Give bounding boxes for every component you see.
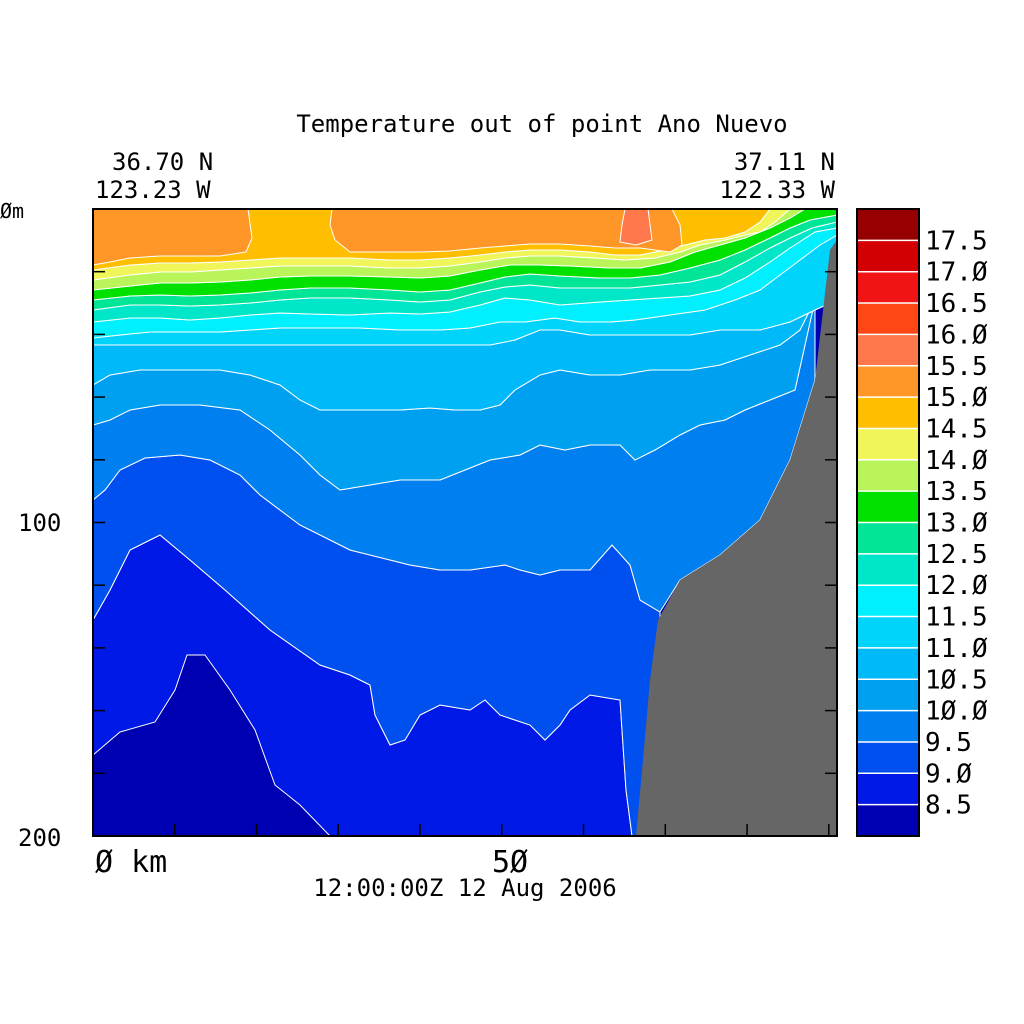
- colorbar-swatch: [857, 303, 919, 335]
- y-tick-label-mid: 100: [18, 509, 61, 537]
- colorbar-swatch: [857, 459, 919, 492]
- colorbar-swatch: [857, 679, 919, 711]
- colorbar-label: 11.5: [925, 603, 988, 633]
- left-latitude: 36.70 N: [112, 148, 213, 176]
- colorbar-label: 12.Ø: [925, 571, 988, 601]
- colorbar-label: 15.Ø: [925, 383, 988, 413]
- colorbar-swatch: [857, 616, 919, 648]
- colorbar-label: 9.5: [925, 728, 972, 758]
- colorbar-swatch: [857, 773, 919, 805]
- land-mask: [636, 209, 837, 836]
- y-tick-label-top: Øm: [0, 199, 24, 223]
- colorbar-label: 13.Ø: [925, 509, 988, 539]
- colorbar-swatch: [857, 240, 919, 272]
- colorbar-label: 12.5: [925, 540, 988, 570]
- colorbar-swatch: [857, 334, 919, 366]
- colorbar: 8.59.Ø9.51Ø.Ø1Ø.511.Ø11.512.Ø12.513.Ø13.…: [856, 208, 988, 837]
- colorbar-label: 17.Ø: [925, 258, 988, 288]
- colorbar-label: 8.5: [925, 791, 972, 821]
- colorbar-swatch: [857, 209, 919, 241]
- colorbar-swatch: [857, 647, 919, 680]
- colorbar-label: 16.Ø: [925, 320, 988, 350]
- colorbar-swatch: [857, 428, 919, 460]
- colorbar-swatch: [857, 397, 919, 429]
- colorbar-label: 1Ø.5: [925, 665, 988, 695]
- colorbar-label: 1Ø.Ø: [925, 697, 988, 727]
- colorbar-swatch: [857, 522, 919, 554]
- colorbar-swatch: [857, 553, 919, 586]
- colorbar-label: 14.Ø: [925, 446, 988, 476]
- colorbar-label: 16.5: [925, 289, 988, 319]
- left-longitude: 123.23 W: [95, 176, 211, 204]
- colorbar-swatch: [857, 271, 919, 304]
- colorbar-label: 17.5: [925, 226, 988, 256]
- colorbar-swatch: [857, 585, 919, 617]
- y-tick-label-bottom: 200: [18, 824, 61, 852]
- band-15-5b: [329, 209, 683, 253]
- colorbar-swatch: [857, 804, 919, 836]
- colorbar-swatch: [857, 491, 919, 523]
- colorbar-label: 9.Ø: [925, 759, 972, 789]
- band-15-5a: [93, 209, 253, 266]
- colorbar-label: 11.Ø: [925, 634, 988, 664]
- colorbar-swatch: [857, 365, 919, 398]
- contour-plot-area: [93, 209, 837, 836]
- colorbar-label: 15.5: [925, 352, 988, 382]
- chart-title: Temperature out of point Ano Nuevo: [296, 110, 787, 138]
- colorbar-swatch: [857, 710, 919, 742]
- x-tick-label-50: 5Ø: [492, 845, 528, 880]
- right-latitude: 37.11 N: [734, 148, 835, 176]
- right-longitude: 122.33 W: [719, 176, 835, 204]
- colorbar-frame: [856, 208, 920, 837]
- axis-ticks: [93, 270, 837, 836]
- colorbar-label: 14.5: [925, 414, 988, 444]
- x-axis-start-label: Ø km: [95, 845, 167, 880]
- timestamp-label: 12:00:00Z 12 Aug 2006: [313, 874, 616, 902]
- colorbar-label: 13.5: [925, 477, 988, 507]
- colorbar-swatch: [857, 741, 919, 774]
- band-16-0: [619, 209, 653, 246]
